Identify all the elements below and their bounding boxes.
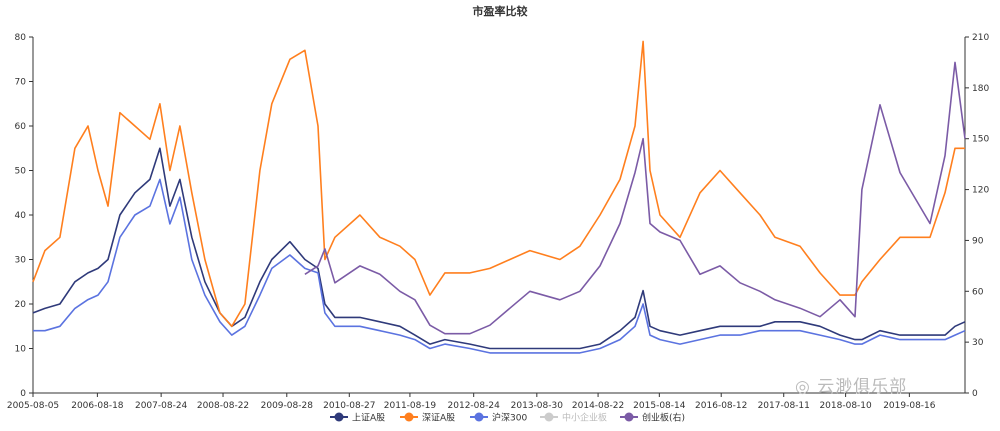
legend-item[interactable]: 创业板(右) — [620, 412, 685, 424]
legend-label: 上证A股 — [352, 413, 385, 424]
x-tick-label: 2019-08-16 — [883, 401, 936, 411]
legend-marker — [544, 412, 554, 422]
y2-tick-label: 0 — [972, 389, 978, 399]
y-tick-label: 30 — [15, 256, 27, 266]
x-tick-label: 2013-08-30 — [511, 401, 564, 411]
y2-tick-label: 180 — [972, 84, 989, 94]
watermark: ◎ 云渺俱乐部 — [795, 372, 907, 397]
x-tick-label: 2011-08-19 — [384, 401, 437, 411]
x-tick-label: 2014-08-22 — [572, 401, 624, 411]
legend-label: 中小企业板 — [562, 412, 607, 424]
x-tick-label: 2005-08-05 — [7, 401, 59, 411]
x-tick-label: 2012-08-24 — [448, 401, 501, 411]
x-tick-label: 2017-08-11 — [758, 401, 810, 411]
y-tick-label: 60 — [15, 122, 27, 132]
x-tick-label: 2006-08-18 — [71, 401, 124, 411]
y-tick-label: 50 — [15, 167, 27, 177]
legend-item[interactable]: 中小企业板 — [540, 412, 607, 424]
legend-item[interactable]: 沪深300 — [470, 412, 527, 424]
legend-marker — [334, 412, 344, 422]
legend-item[interactable]: 深证A股 — [400, 412, 455, 424]
y2-tick-label: 90 — [972, 236, 984, 246]
y-tick-label: 70 — [15, 78, 27, 88]
x-tick-label: 2018-08-10 — [819, 401, 872, 411]
y-tick-label: 40 — [15, 211, 27, 221]
legend-item[interactable]: 上证A股 — [330, 412, 385, 424]
wechat-icon: ◎ — [795, 377, 811, 397]
x-tick-label: 2016-08-12 — [695, 401, 747, 411]
series-line-创业板(右) — [304, 61, 966, 335]
x-tick-label: 2015-08-14 — [633, 401, 686, 411]
y2-tick-label: 120 — [972, 186, 989, 196]
legend-marker — [404, 412, 414, 422]
x-tick-label: 2010-08-27 — [323, 401, 375, 411]
y2-tick-label: 210 — [972, 33, 989, 43]
series-line-沪深300 — [33, 178, 966, 354]
y-tick-label: 0 — [20, 389, 26, 399]
y-tick-label: 80 — [15, 33, 27, 43]
legend-label: 深证A股 — [422, 413, 455, 424]
legend-label: 创业板(右) — [642, 412, 685, 424]
x-tick-label: 2009-08-28 — [261, 401, 314, 411]
series-line-深证A股 — [32, 40, 965, 328]
x-tick-label: 2007-08-24 — [135, 401, 188, 411]
y2-tick-label: 60 — [972, 287, 984, 297]
legend-marker — [624, 412, 634, 422]
x-tick-label: 2008-08-22 — [197, 401, 249, 411]
y-tick-label: 10 — [15, 345, 27, 355]
legend-marker — [474, 412, 484, 422]
chart-title: 市盈率比较 — [473, 4, 528, 18]
y2-tick-label: 30 — [972, 338, 984, 348]
y2-tick-label: 150 — [972, 135, 989, 145]
watermark-text: 云渺俱乐部 — [817, 377, 908, 397]
legend-label: 沪深300 — [492, 412, 527, 424]
y-tick-label: 20 — [15, 300, 27, 310]
series-line-上证A股 — [32, 147, 966, 350]
